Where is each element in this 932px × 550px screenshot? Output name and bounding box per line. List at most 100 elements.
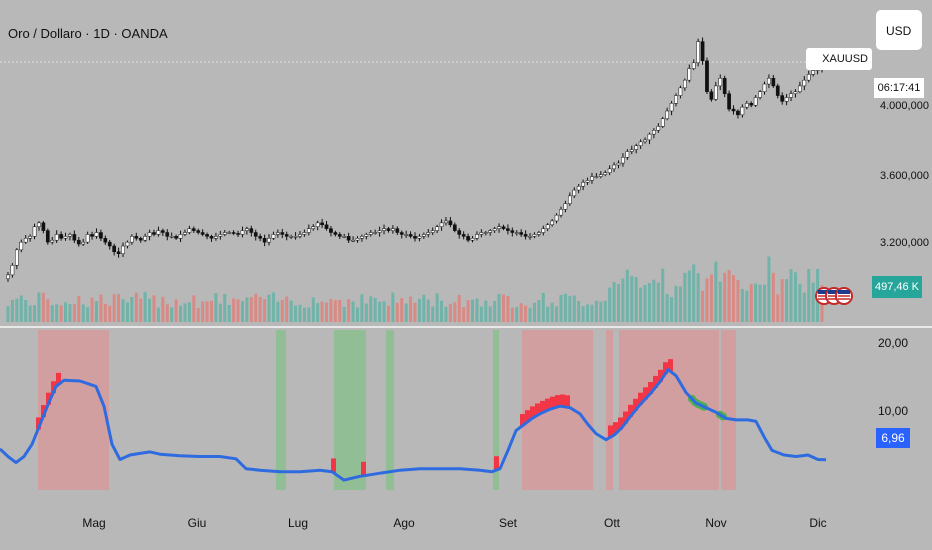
volume-bar (285, 296, 289, 322)
candle-body (10, 265, 15, 276)
candle-body (249, 228, 254, 233)
signal-marker-red (51, 381, 56, 394)
currency-button[interactable]: USD (876, 10, 922, 50)
signal-marker-red (560, 394, 565, 407)
candle-body (696, 41, 700, 64)
volume-bar (103, 303, 107, 322)
candle-body (736, 110, 740, 116)
x-axis-month: Mag (82, 516, 106, 530)
red-zone (606, 330, 613, 490)
signal-marker-red (555, 395, 560, 408)
candle-body (165, 232, 170, 237)
volume-bar (240, 301, 244, 322)
candle-body (550, 220, 554, 226)
candle-body (789, 93, 793, 98)
volume-bar (369, 296, 373, 322)
volume-bar (254, 293, 258, 322)
candle-body (740, 106, 745, 116)
candle-body (364, 234, 369, 237)
price-axis-label: 3.200,000 (880, 237, 929, 249)
volume-bar (767, 256, 771, 322)
volume-bar (214, 293, 218, 322)
candle-body (537, 232, 541, 235)
candle-body (125, 241, 130, 247)
volume-bar (740, 288, 744, 322)
signal-marker-red (520, 414, 525, 426)
candle-body (492, 228, 497, 231)
volume-bar (683, 272, 687, 322)
volume-bar (745, 290, 749, 322)
candle-body (59, 234, 63, 239)
candle-body (452, 224, 457, 231)
indicator-value-label: 6,96 (876, 428, 910, 448)
volume-bar (550, 302, 554, 322)
volume-bar (714, 261, 718, 322)
candle-body (196, 230, 201, 233)
candle-body (603, 172, 608, 175)
candle-body (152, 232, 156, 235)
volume-bar (665, 294, 669, 322)
volume-bar (811, 282, 815, 322)
x-axis-month: Nov (705, 516, 727, 530)
volume-bar (50, 305, 54, 322)
volume-bar (161, 296, 165, 322)
candle-body (174, 236, 178, 239)
symbol-price-tag: XAUUSD (806, 48, 872, 70)
volume-bar (639, 287, 643, 322)
volume-bar (10, 299, 14, 322)
volume-bar (218, 303, 222, 322)
candle-body (722, 77, 727, 94)
volume-bar (444, 306, 448, 322)
price-reference-line (0, 61, 932, 328)
candle-body (519, 232, 524, 235)
volume-bar (395, 302, 399, 322)
candle-body (444, 220, 448, 224)
volume-bar (364, 303, 368, 322)
volume-bar (754, 283, 758, 322)
volume-bar (258, 296, 262, 322)
candle-body (567, 195, 572, 204)
candle-body (337, 234, 342, 237)
candle-body (262, 238, 267, 243)
signal-marker-red (41, 405, 46, 418)
candle-body (6, 274, 10, 280)
candle-body (355, 238, 360, 241)
volume-bar (94, 300, 98, 322)
candle-body (85, 234, 90, 243)
us-flag-icons (815, 287, 853, 305)
volume-bar (471, 299, 475, 322)
candle-body (700, 41, 705, 62)
volume-bar (537, 300, 541, 322)
candle-body (510, 230, 515, 233)
volume-bar (143, 292, 147, 322)
x-axis-month: Giu (187, 516, 207, 530)
candle-body (227, 232, 232, 234)
candle-body (426, 232, 431, 235)
volume-bar (453, 302, 457, 322)
candle-body (116, 251, 121, 254)
volume-bar (351, 301, 355, 322)
volume-bar (678, 286, 682, 322)
candle-body (236, 233, 240, 235)
candle-body (191, 228, 196, 231)
volume-bar (355, 307, 359, 322)
candle-body (386, 228, 391, 231)
volume-bar (758, 284, 762, 322)
volume-bar (19, 295, 23, 322)
volume-bar (294, 305, 298, 322)
signal-marker-red (36, 417, 41, 430)
candle-body (329, 228, 333, 233)
volume-bar (776, 294, 780, 322)
volume-bar (338, 299, 342, 322)
volume-bar (276, 301, 280, 322)
candle-body (382, 228, 386, 231)
volume-bar (382, 301, 386, 322)
candle-body (284, 234, 289, 237)
volume-bar (156, 307, 160, 322)
volume-bar (670, 297, 674, 322)
volume-bar (183, 303, 187, 322)
candle-body (377, 230, 382, 233)
signal-marker-red (494, 456, 499, 471)
candle-body (523, 234, 528, 237)
